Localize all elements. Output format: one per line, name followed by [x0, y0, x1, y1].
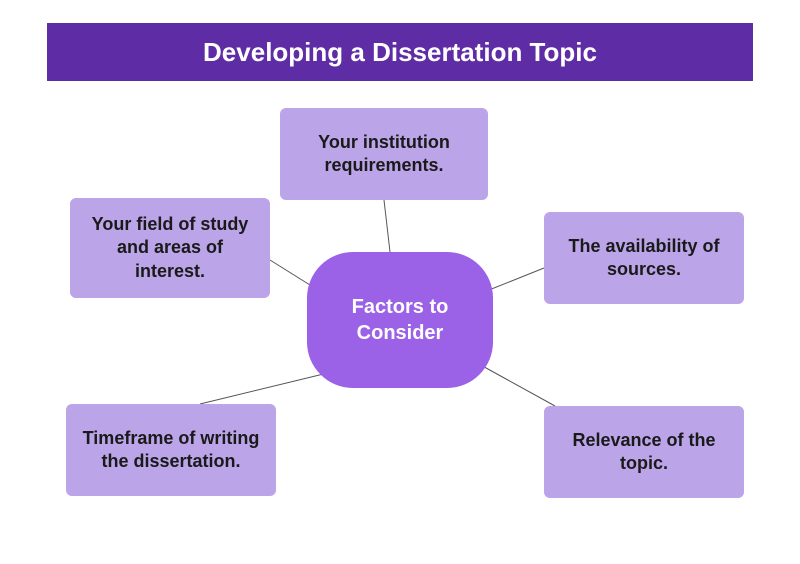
- leaf-node-label: The availability of sources.: [556, 235, 732, 282]
- leaf-node-availability: The availability of sources.: [544, 212, 744, 304]
- leaf-node-relevance: Relevance of the topic.: [544, 406, 744, 498]
- leaf-node-label: Timeframe of writing the dissertation.: [78, 427, 264, 474]
- center-node-label: Factors to Consider: [325, 294, 475, 346]
- title-text: Developing a Dissertation Topic: [203, 37, 597, 68]
- leaf-node-label: Your field of study and areas of interes…: [82, 213, 258, 283]
- leaf-node-timeframe: Timeframe of writing the dissertation.: [66, 404, 276, 496]
- leaf-node-label: Your institution requirements.: [292, 131, 476, 178]
- leaf-node-label: Relevance of the topic.: [556, 429, 732, 476]
- center-node: Factors to Consider: [307, 252, 493, 388]
- title-bar: Developing a Dissertation Topic: [47, 23, 753, 81]
- leaf-node-institution: Your institution requirements.: [280, 108, 488, 200]
- leaf-node-field: Your field of study and areas of interes…: [70, 198, 270, 298]
